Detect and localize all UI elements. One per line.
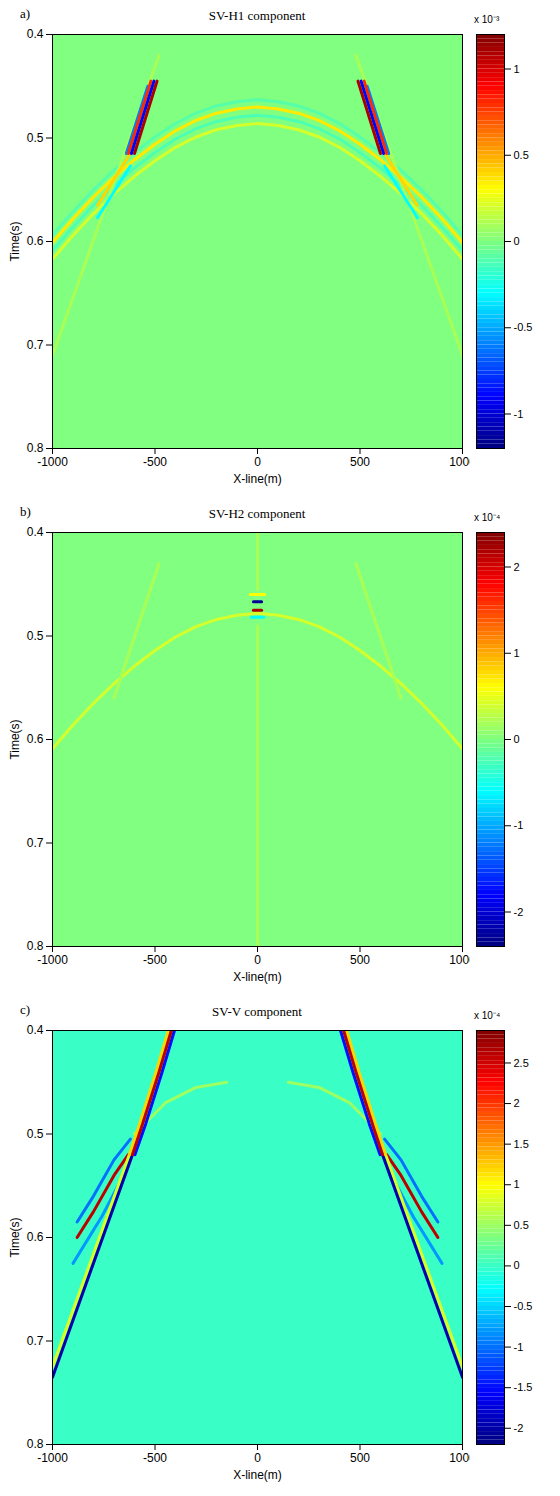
html-text:x 10⁻⁴: x 10⁻⁴ (474, 1010, 501, 1021)
html-text:b): b) (20, 504, 31, 519)
svg-text:1000: 1000 (449, 455, 470, 469)
svg-text:1: 1 (514, 63, 520, 75)
svg-text:0.6: 0.6 (27, 732, 44, 746)
svg-text:0: 0 (254, 455, 261, 469)
svg-text:-1: -1 (514, 1341, 524, 1353)
svg-text:X-line(m): X-line(m) (233, 1468, 282, 1482)
svg-text:Time(s): Time(s) (8, 221, 22, 261)
svg-text:500: 500 (350, 1451, 370, 1465)
svg-text:-1.5: -1.5 (514, 1381, 533, 1393)
svg-text:Time(s): Time(s) (8, 1217, 22, 1257)
svg-text:0: 0 (514, 1259, 520, 1271)
html-text:x 10⁻³: x 10⁻³ (474, 14, 500, 25)
svg-text:0: 0 (254, 953, 261, 967)
svg-text:1000: 1000 (449, 1451, 470, 1465)
html-text:SV-V component: SV-V component (212, 1004, 302, 1019)
svg-text:1.5: 1.5 (514, 1138, 529, 1150)
html-text:c): c) (20, 1002, 31, 1017)
svg-text:0.4: 0.4 (27, 1023, 44, 1037)
svg-text:0.8: 0.8 (27, 939, 44, 953)
svg-text:-0.5: -0.5 (514, 1300, 533, 1312)
svg-text:1: 1 (514, 1178, 520, 1190)
svg-text:-0.5: -0.5 (514, 321, 533, 333)
svg-text:500: 500 (350, 953, 370, 967)
svg-text:-2: -2 (514, 906, 524, 918)
svg-text:0: 0 (514, 235, 520, 247)
svg-text:0.7: 0.7 (27, 1334, 44, 1348)
svg-text:0.6: 0.6 (27, 234, 44, 248)
svg-text:-1000: -1000 (37, 953, 68, 967)
svg-text:0.5: 0.5 (27, 1127, 44, 1141)
svg-text:0.6: 0.6 (27, 1230, 44, 1244)
svg-text:-1000: -1000 (37, 455, 68, 469)
svg-text:500: 500 (350, 455, 370, 469)
svg-text:0.5: 0.5 (514, 1219, 529, 1231)
svg-text:0.7: 0.7 (27, 338, 44, 352)
svg-text:0.5: 0.5 (27, 131, 44, 145)
svg-text:-500: -500 (143, 953, 167, 967)
svg-text:2: 2 (514, 561, 520, 573)
svg-text:-2: -2 (514, 1422, 524, 1434)
svg-text:-1: -1 (514, 408, 524, 420)
svg-text:-500: -500 (143, 455, 167, 469)
svg-text:X-line(m): X-line(m) (233, 472, 282, 486)
svg-text:0.8: 0.8 (27, 1437, 44, 1451)
svg-text:0: 0 (514, 733, 520, 745)
svg-text:0.5: 0.5 (514, 149, 529, 161)
svg-text:Time(s): Time(s) (8, 719, 22, 759)
html-text:SV-H1 component: SV-H1 component (208, 8, 306, 23)
svg-text:0.4: 0.4 (27, 27, 44, 41)
svg-text:-1: -1 (514, 819, 524, 831)
svg-text:-1000: -1000 (37, 1451, 68, 1465)
svg-text:-500: -500 (143, 1451, 167, 1465)
html-text:x 10⁻⁴: x 10⁻⁴ (474, 512, 501, 523)
svg-text:0.5: 0.5 (27, 629, 44, 643)
svg-text:2.5: 2.5 (514, 1056, 529, 1068)
svg-text:1000: 1000 (449, 953, 470, 967)
svg-text:2: 2 (514, 1097, 520, 1109)
html-text:a): a) (20, 6, 31, 21)
svg-text:1: 1 (514, 647, 520, 659)
svg-text:0: 0 (254, 1451, 261, 1465)
svg-text:0.8: 0.8 (27, 441, 44, 455)
svg-text:0.4: 0.4 (27, 525, 44, 539)
svg-text:X-line(m): X-line(m) (233, 970, 282, 984)
html-text:SV-H2 component: SV-H2 component (208, 506, 306, 521)
svg-text:0.7: 0.7 (27, 836, 44, 850)
